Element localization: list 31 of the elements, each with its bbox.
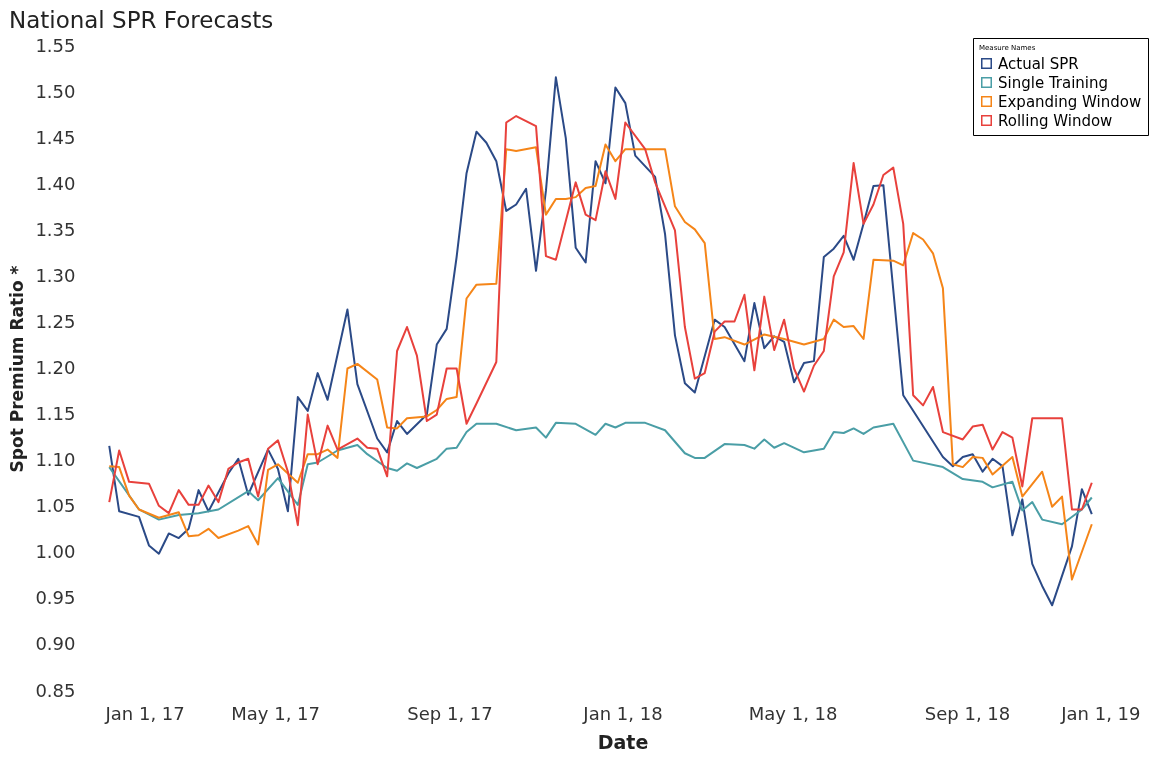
y-tick-label: 1.15 (35, 403, 76, 425)
x-tick-label: Jan 1, 19 (1060, 702, 1141, 724)
y-tick-label: 1.45 (35, 126, 76, 148)
legend-label: Single Training (998, 73, 1109, 92)
y-tick-label: 0.90 (35, 633, 76, 655)
y-tick-label: 1.30 (35, 264, 76, 286)
x-axis-title: Date (597, 730, 649, 753)
legend-label: Actual SPR (998, 54, 1079, 73)
y-tick-label: 1.10 (35, 449, 76, 471)
y-tick-label: 0.95 (35, 587, 76, 609)
y-tick-label: 1.50 (35, 80, 76, 102)
y-tick-label: 0.85 (35, 679, 76, 701)
x-tick-label: Sep 1, 18 (924, 702, 1011, 724)
y-tick-label: 1.20 (35, 357, 76, 378)
y-tick-label: 1.25 (35, 310, 76, 332)
x-tick-label: May 1, 17 (231, 702, 320, 724)
x-tick-label: Sep 1, 17 (407, 702, 493, 724)
y-tick-label: 1.00 (35, 541, 76, 563)
y-tick-label: 1.40 (35, 172, 76, 194)
y-tick-label: 1.05 (35, 495, 76, 517)
x-tick-label: May 1, 18 (748, 702, 838, 724)
line-series (108, 421, 1093, 526)
legend-label: Rolling Window (998, 111, 1113, 130)
legend-label: Expanding Window (998, 92, 1142, 111)
y-axis-title: Spot Premium Ratio * (7, 265, 28, 473)
y-tick-label: 1.55 (35, 34, 76, 56)
y-tick-label: 1.35 (35, 218, 76, 240)
x-tick-label: Jan 1, 18 (582, 702, 663, 724)
x-tick-label: Jan 1, 17 (104, 702, 185, 724)
line-series (108, 143, 1093, 581)
chart-title: National SPR Forecasts (8, 7, 274, 33)
